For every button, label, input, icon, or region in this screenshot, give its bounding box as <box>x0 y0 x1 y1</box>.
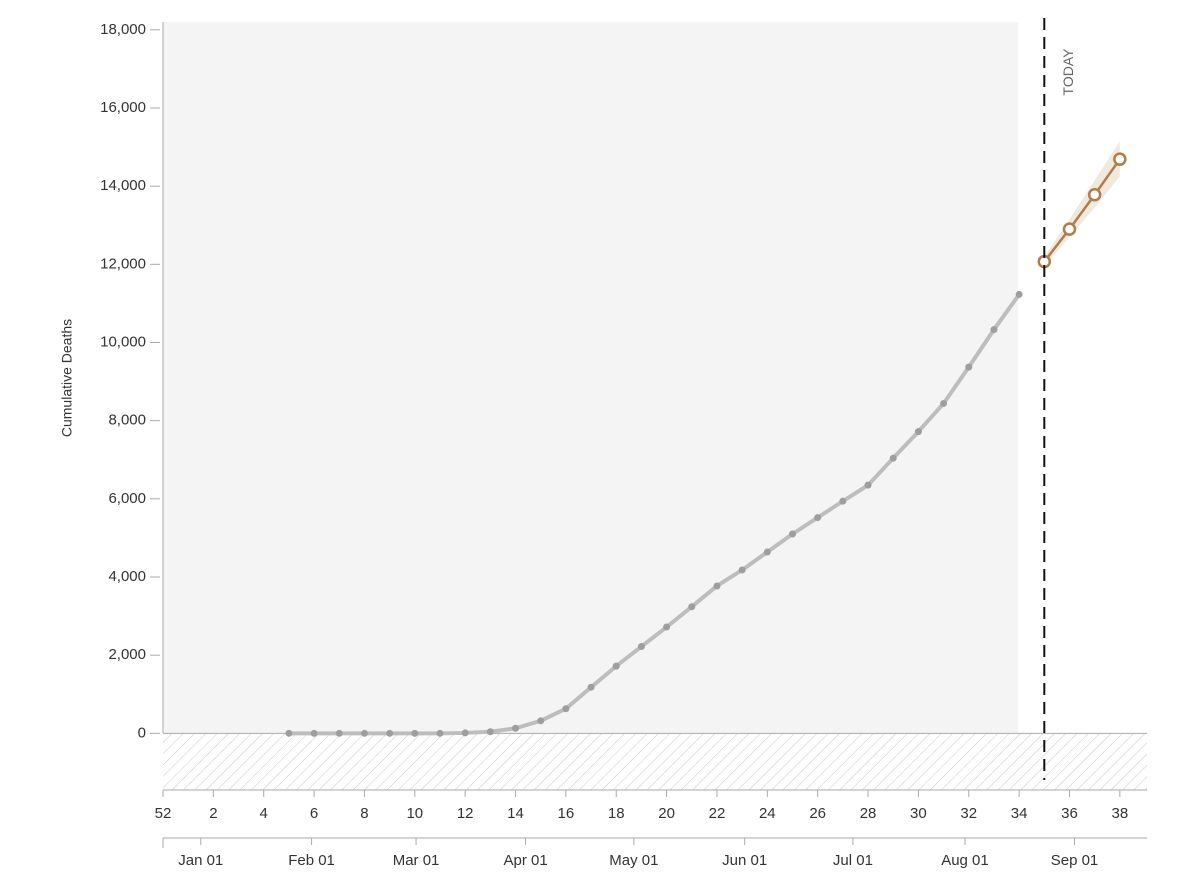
month-tick-label: Jan 01 <box>178 852 223 869</box>
data-point <box>1015 290 1023 298</box>
month-tick-label: May 01 <box>609 852 658 869</box>
data-point <box>637 643 645 651</box>
x-tick-label: 34 <box>1011 805 1028 822</box>
x-tick-label: 32 <box>960 805 977 822</box>
data-point <box>713 582 721 590</box>
y-tick-label: 14,000 <box>100 177 146 194</box>
x-tick-label: 30 <box>910 805 927 822</box>
data-point <box>486 728 494 736</box>
x-tick-label: 24 <box>759 805 776 822</box>
data-point <box>789 530 796 538</box>
month-tick-label: Jun 01 <box>722 852 767 869</box>
x-tick-label: 4 <box>260 805 268 822</box>
x-tick-label: 2 <box>209 805 217 822</box>
data-point <box>411 729 419 737</box>
y-tick-label: 4,000 <box>108 568 146 585</box>
data-point <box>940 399 948 407</box>
series-line <box>288 293 1021 736</box>
data-point <box>763 548 771 556</box>
forecast-point <box>1062 222 1077 236</box>
y-tick-label: 12,000 <box>100 255 146 272</box>
data-point <box>965 363 973 371</box>
x-tick-label: 18 <box>608 805 625 822</box>
x-tick-label: 12 <box>457 805 474 822</box>
x-tick-label: 28 <box>860 805 877 822</box>
data-point <box>612 662 620 670</box>
x-tick-label: 38 <box>1111 805 1128 822</box>
y-tick-label: 6,000 <box>108 490 146 507</box>
data-point <box>335 729 343 737</box>
data-point <box>864 481 872 489</box>
month-tick-label: Apr 01 <box>503 852 547 869</box>
x-tick-label: 20 <box>658 805 675 822</box>
data-point <box>360 729 368 737</box>
x-tick-label: 6 <box>310 805 318 822</box>
month-tick-label: Jul 01 <box>833 852 873 869</box>
data-point <box>663 623 671 631</box>
forecast-interval <box>1044 141 1120 267</box>
data-point <box>562 705 570 713</box>
y-tick-label: 16,000 <box>100 99 146 116</box>
data-point <box>914 428 922 436</box>
y-tick-label: 18,000 <box>100 21 146 38</box>
x-tick-label: 16 <box>558 805 575 822</box>
observed-background <box>163 22 1018 733</box>
data-point <box>738 566 746 574</box>
data-point <box>285 729 293 737</box>
data-point <box>386 729 394 737</box>
forecast-point <box>1113 152 1127 166</box>
month-tick-label: Sep 01 <box>1051 852 1099 869</box>
x-tick-label: 8 <box>360 805 368 822</box>
data-point <box>310 729 318 737</box>
x-tick-label: 26 <box>809 805 826 822</box>
data-point <box>889 454 897 462</box>
x-tick-label: 10 <box>406 805 423 822</box>
x-tick-label: 14 <box>507 805 524 822</box>
data-point <box>839 497 847 505</box>
y-axis-label: Cumulative Deaths <box>59 319 75 437</box>
x-tick-label: 52 <box>155 805 172 822</box>
data-point <box>512 724 520 732</box>
month-tick-label: Aug 01 <box>941 852 989 869</box>
y-tick-label: 8,000 <box>108 412 146 429</box>
today-label: TODAY <box>1060 48 1076 96</box>
data-point <box>587 683 595 691</box>
data-point <box>461 729 469 737</box>
x-tick-label: 22 <box>709 805 726 822</box>
y-tick-label: 10,000 <box>100 333 146 350</box>
x-tick-label: 36 <box>1061 805 1078 822</box>
month-tick-label: Feb 01 <box>288 852 335 869</box>
y-tick-label: 0 <box>138 724 146 741</box>
data-point <box>688 603 696 611</box>
series-line <box>1043 158 1121 263</box>
data-point <box>436 729 444 737</box>
month-tick-label: Mar 01 <box>393 852 440 869</box>
data-point <box>990 326 998 334</box>
data-point <box>537 717 545 725</box>
negative-hatch <box>163 733 1147 790</box>
forecast-point <box>1087 188 1102 202</box>
y-tick-label: 2,000 <box>108 646 146 663</box>
data-point <box>814 514 822 522</box>
